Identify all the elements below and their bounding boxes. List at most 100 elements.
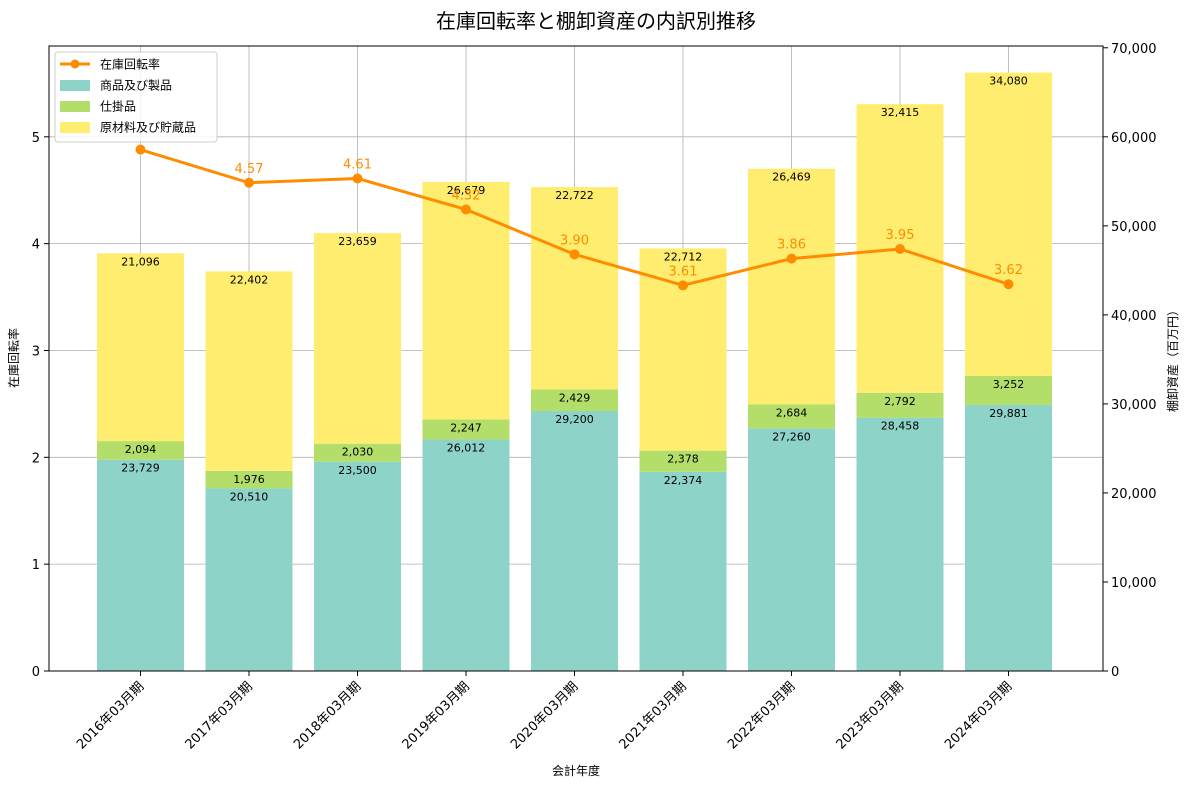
legend-swatch	[60, 101, 90, 112]
legend-entry: 商品及び製品	[100, 78, 172, 93]
rate-point	[895, 243, 905, 254]
bar-segment	[97, 459, 184, 671]
bar-value-label: 34,080	[989, 75, 1028, 88]
bar-segment	[205, 488, 293, 671]
bar-segment	[531, 411, 618, 671]
y-right-tick-label: 30,000	[1111, 398, 1157, 413]
y-right-tick-label: 60,000	[1111, 131, 1157, 146]
y-left-tick-label: 4	[32, 238, 40, 253]
legend-box	[54, 51, 218, 143]
rate-point	[461, 204, 471, 215]
bar-labels: 23,729 2,094 21,096 20,510 1,976 22,402 23,500…	[121, 75, 1028, 504]
rate-point	[786, 253, 797, 264]
y-right-tick-label: 0	[1111, 665, 1119, 680]
bar-value-label: 27,260	[772, 430, 811, 443]
bar-value-label: 29,881	[989, 407, 1028, 420]
x-axis-label: 会計年度	[552, 763, 600, 778]
bar-segment	[531, 187, 618, 390]
bar-segment	[639, 471, 727, 671]
y-right-tick-label: 50,000	[1111, 220, 1157, 235]
rate-value-label: 3.62	[994, 263, 1023, 278]
y-right-tick-label: 40,000	[1111, 309, 1157, 324]
bar-value-label: 26,679	[447, 184, 486, 197]
bar-value-label: 2,094	[125, 443, 157, 456]
x-tick-label: 2021年03月期	[617, 679, 690, 752]
y-left-tick-label: 3	[32, 344, 40, 359]
x-tick-label: 2019年03月期	[400, 679, 473, 752]
bar-value-label: 21,096	[121, 255, 160, 268]
y-right-tick-label: 20,000	[1111, 487, 1157, 502]
bar-value-label: 2,030	[342, 446, 374, 459]
rate-point	[244, 177, 254, 188]
rate-value-label: 4.61	[343, 157, 372, 172]
y-axis-right-label: 棚卸資産（百万円）	[1165, 304, 1180, 412]
rate-value-label: 3.90	[560, 233, 589, 248]
bar-segment	[639, 450, 727, 472]
rate-point	[135, 144, 146, 155]
bar-value-label: 2,247	[450, 421, 482, 434]
bar-segment	[748, 404, 835, 429]
x-tick-label: 2024年03月期	[942, 679, 1015, 752]
bar-value-label: 23,729	[121, 462, 160, 475]
rate-value-label: 3.61	[669, 264, 698, 279]
rate-point	[1003, 279, 1014, 290]
bar-segment	[97, 253, 184, 442]
bar-segment	[965, 376, 1052, 405]
legend-entry: 原材料及び貯蔵品	[100, 121, 196, 135]
bar-value-label: 22,722	[555, 189, 594, 202]
bar-segment	[856, 417, 944, 671]
bar-value-label: 23,659	[338, 235, 377, 248]
legend-entry: 仕掛品	[100, 99, 136, 114]
bar-segment	[314, 443, 401, 462]
bar-value-label: 22,374	[664, 474, 703, 487]
bar-value-label: 26,469	[772, 171, 811, 184]
bar-segment	[314, 233, 401, 444]
rate-point	[569, 249, 580, 260]
rate-value-label: 3.86	[777, 238, 806, 253]
bar-segment	[422, 419, 510, 440]
bar-segment	[205, 470, 293, 489]
x-tick-label: 2020年03月期	[508, 679, 581, 752]
y-left-tick-label: 5	[32, 131, 40, 146]
bar-value-label: 28,458	[881, 420, 920, 433]
y-left-tick-label: 0	[32, 665, 40, 680]
bar-segment	[422, 439, 510, 671]
bar-value-label: 29,200	[555, 413, 594, 426]
bar-value-label: 2,684	[776, 406, 808, 419]
x-tick-label: 2018年03月期	[291, 679, 364, 752]
chart-title: 在庫回転率と棚卸資産の内訳別推移	[436, 9, 756, 33]
bar-value-label: 2,792	[884, 395, 916, 408]
rate-value-label: 4.32	[452, 188, 481, 203]
bar-segment	[748, 428, 835, 671]
y-axis-left-label: 在庫回転率	[6, 328, 21, 388]
legend-swatch	[60, 122, 90, 133]
rate-point	[678, 280, 688, 291]
bar-value-label: 1,976	[233, 473, 265, 486]
bar-segment	[965, 404, 1052, 671]
bar-segment	[422, 181, 510, 420]
y-left-tick-label: 1	[32, 558, 40, 573]
legend-swatch	[60, 80, 90, 91]
bar-segment	[97, 441, 184, 460]
legend-entry: 在庫回転率	[100, 57, 160, 72]
legend-line-marker	[70, 59, 80, 69]
x-tick-label: 2017年03月期	[183, 679, 256, 752]
bar-segment	[856, 392, 944, 418]
bar-segment	[748, 168, 835, 405]
bar-value-label: 22,402	[230, 273, 269, 286]
bar-value-label: 26,012	[447, 441, 486, 454]
bar-value-label: 32,415	[881, 106, 920, 119]
y-right-tick-label: 10,000	[1111, 576, 1157, 591]
x-tick-label: 2016年03月期	[74, 679, 147, 752]
x-tick-label: 2022年03月期	[725, 679, 798, 752]
bar-value-label: 22,712	[664, 250, 703, 263]
bar-segment	[965, 72, 1052, 377]
bar-value-label: 2,378	[667, 453, 699, 466]
bar-value-label: 23,500	[338, 464, 377, 477]
bar-value-label: 2,429	[559, 391, 591, 404]
bar-segment	[314, 461, 401, 671]
bar-segment	[205, 271, 293, 471]
rate-value-label: 3.95	[886, 228, 915, 243]
